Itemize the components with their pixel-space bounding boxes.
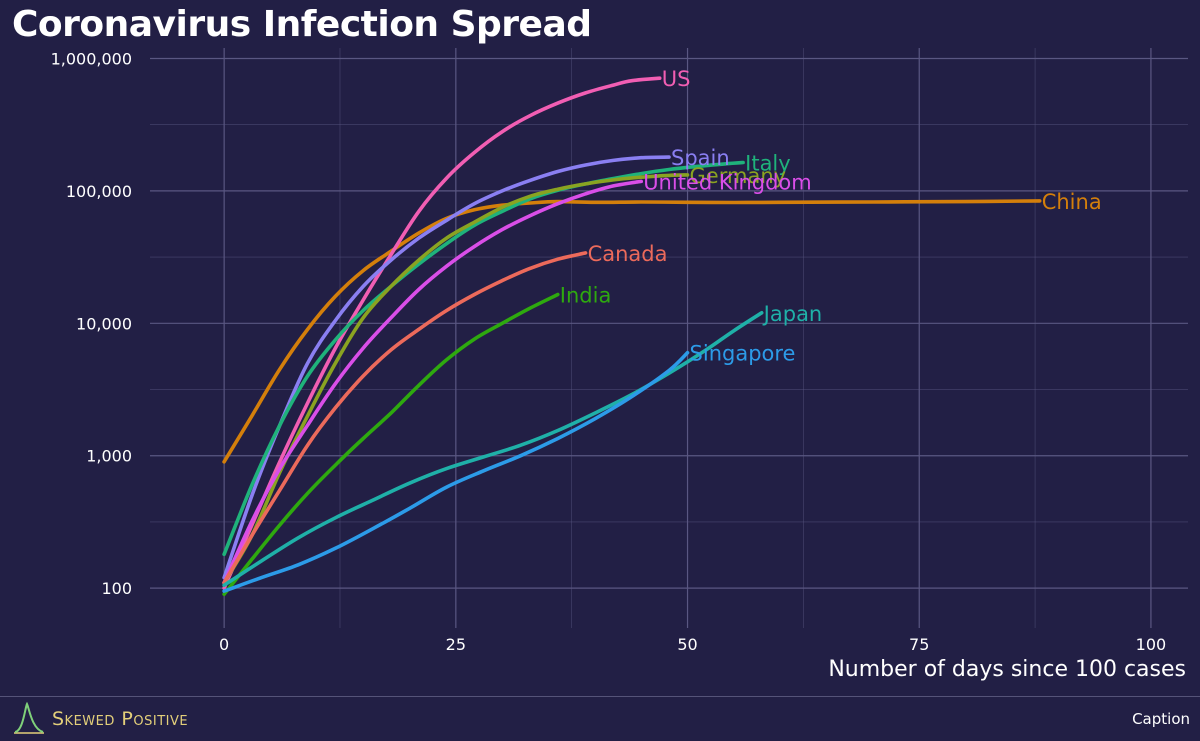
series-line-germany: [222, 173, 690, 585]
grid: [150, 48, 1188, 628]
footer-divider: [0, 696, 1200, 697]
y-tick-label: 10,000: [76, 314, 132, 333]
series-label-united-kingdom: United Kingdom: [643, 170, 812, 194]
chart-title: Coronavirus Infection Spread: [12, 4, 592, 45]
x-tick-label: 0: [219, 635, 229, 654]
series-label-india: India: [560, 284, 612, 308]
series-line-canada: [222, 251, 588, 585]
series-label-china: China: [1042, 190, 1102, 214]
series-line-italy: [222, 160, 745, 557]
series-line-india: [222, 292, 560, 596]
y-tick-label: 1,000,000: [51, 49, 132, 68]
y-tick-label: 100: [101, 579, 132, 598]
series-label-canada: Canada: [588, 242, 668, 266]
x-tick-label: 75: [909, 635, 929, 654]
x-axis-title: Number of days since 100 cases: [828, 657, 1186, 682]
axis-ticks: 0 25 50 75 100 100 1,000 10,000 100,000 1,000,000: [51, 49, 1167, 654]
series-label-germany: Germany: [690, 164, 787, 188]
brand: Skewed Positive: [12, 700, 188, 738]
series-line-japan: [222, 311, 764, 588]
series-line-spain: [222, 155, 671, 580]
series-label-singapore: Singapore: [690, 342, 796, 366]
brand-name: Skewed Positive: [52, 708, 189, 730]
y-tick-label: 100,000: [66, 182, 132, 201]
y-tick-label: 1,000: [86, 447, 132, 466]
series-lines: [222, 76, 1042, 596]
series-line-us: [222, 76, 662, 590]
series-label-japan: Japan: [762, 302, 823, 326]
series-line-singapore: [222, 350, 690, 593]
x-tick-label: 100: [1136, 635, 1167, 654]
series-line-united-kingdom: [222, 179, 643, 585]
x-tick-label: 50: [677, 635, 697, 654]
bell-curve-icon: [14, 701, 44, 734]
series-label-spain: Spain: [671, 146, 730, 170]
caption: Caption: [1132, 710, 1190, 728]
series-label-italy: Italy: [745, 151, 791, 175]
x-tick-label: 25: [446, 635, 466, 654]
series-label-us: US: [662, 67, 691, 91]
